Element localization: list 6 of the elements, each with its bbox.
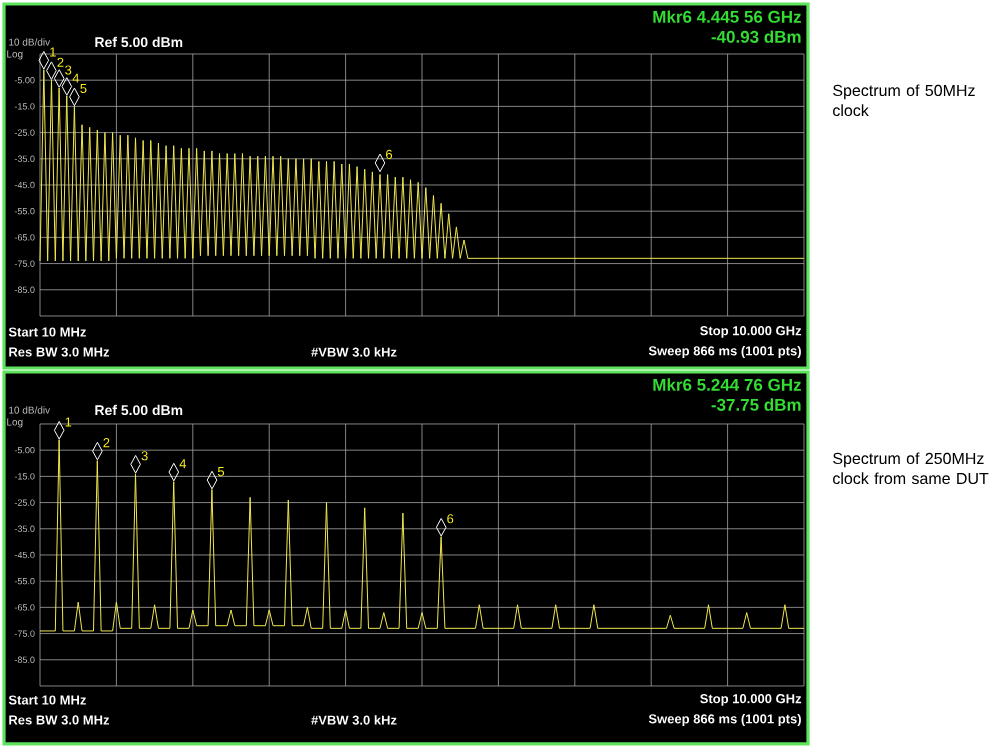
text: -37.75 dBm: [711, 398, 801, 411]
text: Mkr6 5.244 76 GHz: [653, 378, 801, 391]
text: -40.93 dBm: [711, 30, 801, 43]
text: Mkr6 4.445 56 GHz: [653, 10, 801, 23]
text: Spectrum of 250MHz clock from same DUT: [833, 452, 989, 485]
text: Spectrum of 50MHz clock: [833, 84, 975, 117]
